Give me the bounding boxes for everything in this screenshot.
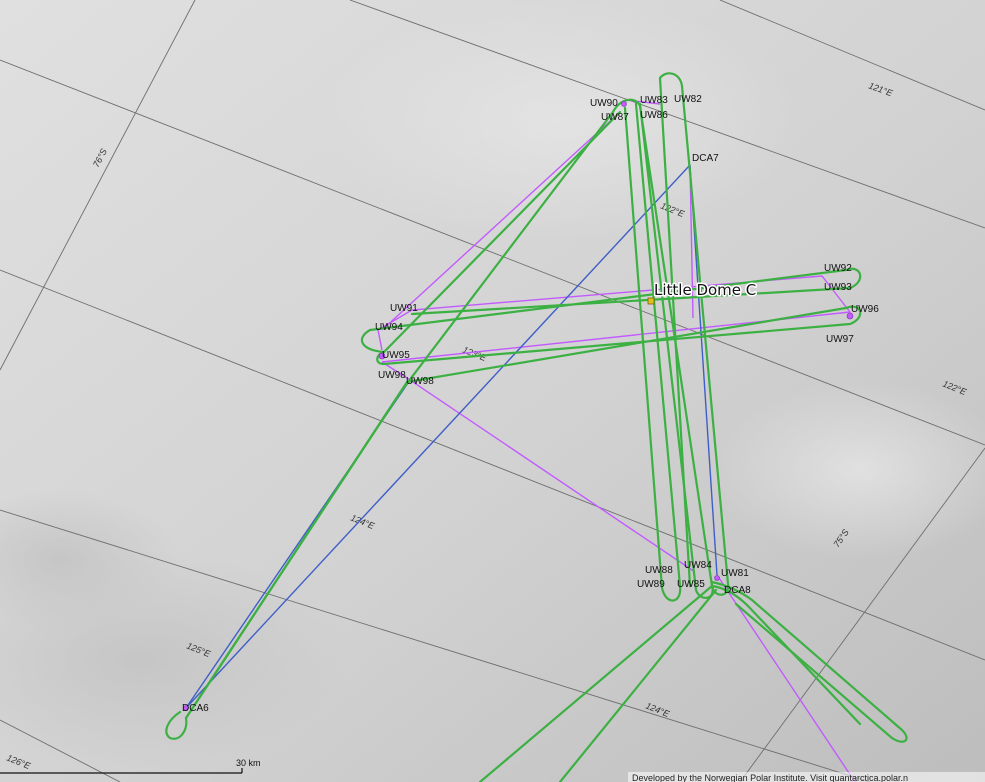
waypoint-label: UW82 (674, 94, 702, 105)
waypoint-label: UW83 (640, 95, 668, 106)
waypoint-label: UW87 (601, 112, 629, 123)
waypoint-marker (378, 352, 386, 360)
attribution-text: Developed by the Norwegian Polar Institu… (632, 773, 908, 782)
waypoint-label: UW92 (824, 263, 852, 274)
waypoint-marker (621, 101, 627, 107)
waypoint-label: UW97 (826, 334, 854, 345)
waypoint-label: UW88 (645, 565, 673, 576)
site-label: Little Dome C (654, 281, 756, 299)
waypoint-label: UW98 (378, 370, 406, 381)
waypoint-marker (183, 705, 189, 711)
waypoint-label: DCA7 (692, 153, 719, 164)
waypoint-label: DCA8 (724, 585, 751, 596)
waypoint-label: UW94 (375, 322, 403, 333)
waypoint-label: UW89 (637, 579, 665, 590)
cloud-texture (710, 380, 985, 560)
meridian-line (0, 59, 985, 446)
scale-bar: 30 km (0, 758, 261, 774)
attribution-backdrop (628, 772, 985, 782)
parallel-line (0, 0, 196, 371)
meridian-line (349, 0, 985, 229)
waypoint-label: DCA6 (182, 703, 209, 714)
parallel-line (739, 447, 985, 782)
meridian-line (719, 0, 985, 111)
waypoint-label: UW85 (677, 579, 705, 590)
waypoint-label: UW90 (590, 98, 618, 109)
waypoint-label: UW95 (382, 350, 410, 361)
meridian-line (0, 719, 121, 782)
waypoint-label: UW96 (851, 304, 879, 315)
cloud-texture (0, 490, 180, 630)
waypoint-label: UW91 (390, 303, 418, 314)
cloud-texture (320, 0, 800, 240)
waypoint-marker (846, 312, 854, 320)
waypoint-label: UW84 (684, 560, 712, 571)
waypoint-labels: UW82 UW83 UW86 UW87 UW90 DCA7 UW92 UW93 … (182, 94, 879, 714)
waypoint-label: UW98 (406, 376, 434, 387)
waypoint-markers (183, 101, 854, 711)
scale-bar-label: 30 km (236, 758, 261, 768)
waypoint-label: UW81 (721, 568, 749, 579)
waypoint-marker (714, 575, 720, 581)
meridian-line (0, 509, 871, 782)
flight-track (165, 72, 908, 782)
site-marker (647, 297, 655, 305)
waypoint-label: UW86 (640, 110, 668, 121)
meridian-line (0, 269, 985, 661)
waypoint-label: UW93 (824, 282, 852, 293)
